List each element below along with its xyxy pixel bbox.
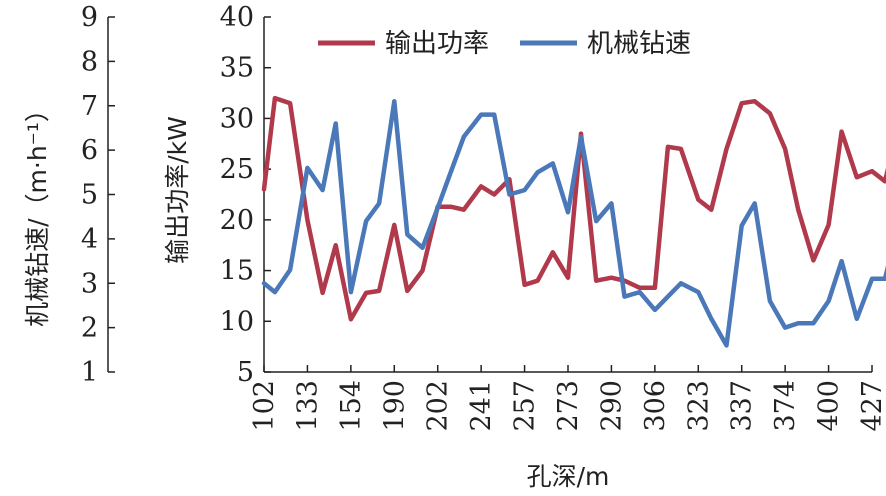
series-lines	[261, 95, 886, 348]
x-tick-label: 154	[336, 380, 367, 432]
x-tick-label: 306	[640, 380, 671, 432]
outer-y-tick-label: 3	[81, 268, 98, 299]
legend: 输出功率 机械钻速	[318, 29, 691, 59]
x-tick-label: 290	[596, 380, 627, 432]
x-tick-label: 241	[466, 380, 497, 432]
inner-y-tick-label: 25	[220, 154, 254, 185]
legend-label-power: 输出功率	[385, 29, 489, 59]
legend-label-rop: 机械钻速	[587, 29, 691, 59]
inner-y-tick-label: 30	[220, 103, 254, 134]
inner-y-tick-label: 35	[220, 53, 254, 84]
outer-y-tick-label: 8	[81, 46, 98, 77]
x-axis-title: 孔深/m	[527, 462, 610, 491]
x-tick-label: 374	[770, 380, 801, 432]
inner-y-tick-label: 10	[220, 306, 254, 337]
inner-y-tick-label: 15	[220, 256, 254, 287]
outer-y-tick-label: 7	[81, 91, 98, 122]
x-tick-label: 190	[379, 380, 410, 432]
x-tick-label: 323	[683, 380, 714, 432]
inner-axis-title: 输出功率/kW	[163, 116, 192, 264]
outer-y-tick-label: 6	[81, 135, 98, 166]
x-tick-label: 427	[857, 380, 886, 432]
series-line-power	[261, 95, 886, 322]
x-tick-label: 133	[292, 380, 323, 432]
x-tick-label: 273	[553, 380, 584, 432]
series-line-rop	[261, 99, 886, 348]
axes: 1 2 3 4 5 6 7 8 9 5 10 15 20 25 30 35 40 102 133 154 190 202 2…	[81, 2, 886, 432]
x-tick-label: 257	[510, 380, 541, 432]
outer-y-tick-label: 5	[81, 180, 98, 211]
x-tick-label: 202	[423, 380, 454, 432]
x-tick-label: 400	[814, 380, 845, 432]
x-tick-label: 102	[249, 380, 280, 432]
outer-y-tick-label: 2	[81, 313, 98, 344]
inner-y-tick-label: 5	[237, 357, 254, 388]
left-axis-title: 机械钻速/（m·h⁻¹）	[23, 97, 52, 327]
inner-y-tick-label: 20	[220, 205, 254, 236]
outer-y-tick-label: 4	[81, 224, 98, 255]
x-tick-label: 337	[727, 380, 758, 432]
outer-y-tick-label: 1	[81, 357, 98, 388]
outer-y-tick-label: 9	[81, 2, 98, 33]
inner-y-tick-label: 40	[220, 2, 254, 33]
